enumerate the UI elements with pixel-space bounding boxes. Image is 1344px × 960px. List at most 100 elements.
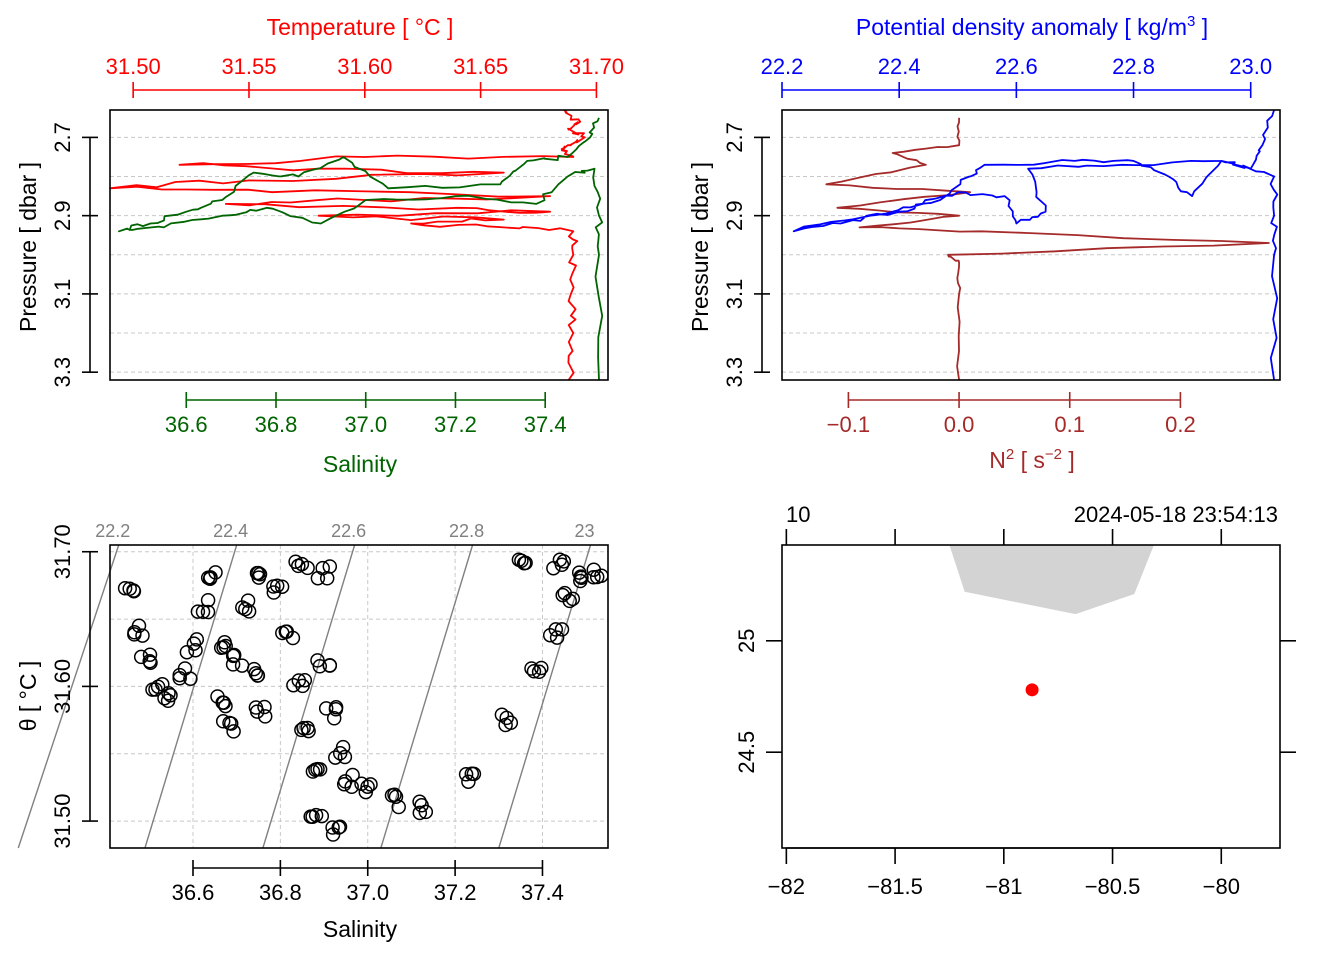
ts-point [546,560,561,576]
station-map-panel: −82 −81.5 −81 −80.5 −80 24.5 25 10 2024-05-18 … [734,502,1296,899]
temperature-axis-title: Temperature [ °C ] [267,14,454,40]
temperature-axis: 31.50 31.55 31.60 31.65 31.70 [106,54,624,98]
theta-tick-label: 31.60 [50,659,75,714]
ts-point [318,701,334,716]
ts-point [215,714,231,729]
isopycnal-label: 23 [575,521,595,541]
ts-point [331,820,346,835]
n2-axis-title-close: ] [1062,447,1075,473]
ts-point [296,720,311,736]
ts-point [534,660,549,676]
salinity-tick-label: 37.0 [346,880,389,905]
pressure-tick-label: 3.3 [50,357,75,388]
ts-point [294,722,309,738]
ts-point [266,579,281,594]
temperature-tick-label: 31.55 [221,54,276,79]
lat-tick-label: 24.5 [734,731,759,774]
isopycnal-line [262,544,356,849]
station-point [1025,683,1039,697]
ts-point [562,593,577,609]
ts-diagram-xlabel: Salinity [323,916,398,942]
ts-point [142,653,157,669]
ts-point [312,659,328,674]
density-tick-label: 23.0 [1229,54,1272,79]
ts-point [223,716,239,731]
land-shape [949,545,1154,615]
ts-point [326,711,342,726]
ts-point [257,699,272,715]
pressure-tick-label: 2.9 [722,200,747,231]
ts-point [288,554,303,569]
ts-point [226,647,242,663]
isopycnal-label: 22.4 [213,521,248,541]
density-tick-label: 22.4 [878,54,921,79]
n2-axis-title-exp: 2 [1006,446,1014,463]
ts-point [208,565,223,580]
ts-point [557,585,573,601]
pressure-tick-label: 3.3 [722,357,747,388]
lon-tick-label: −80.5 [1085,874,1141,899]
ts-point [163,688,178,703]
station-marker [1025,683,1039,697]
ts-point [248,666,264,681]
density-axis-title-prefix: Potential density anomaly [ kg/m [856,14,1187,40]
ts-point [142,647,158,662]
ts-point [554,557,570,573]
isopycnal-line [498,544,592,849]
temperature-tick-label: 31.65 [453,54,508,79]
ts-point [188,642,203,658]
salinity-tick-label: 37.2 [434,412,477,437]
ts-point [172,667,187,683]
ts-point [235,600,250,615]
isopycnal-label: 22.2 [95,521,130,541]
lon-tick-label: −80 [1203,874,1240,899]
ts-point [297,672,313,688]
ts-point [216,640,231,655]
isopycnals: 22.2 22.4 22.6 22.8 23 [17,521,595,849]
salinity-axis: 36.6 36.8 37.0 37.2 37.4 [165,392,567,437]
ts-point [279,624,295,639]
ts-point [126,583,142,599]
ts-point [133,649,149,665]
ts-point [308,807,324,823]
density-profile-frame [781,109,1281,381]
density-axis-title-suffix: ] [1195,14,1208,40]
pressure-tick-label: 2.7 [722,122,747,153]
ts-point [294,556,310,572]
pressure-tick-label: 3.1 [50,279,75,310]
ts-point [461,774,476,789]
ts-point [337,774,353,789]
salinity-axis-title: Salinity [323,451,398,477]
theta-tick-label: 31.70 [50,524,75,579]
pressure-tick-label: 2.7 [50,122,75,153]
ts-diagram-salinity-axis: 36.6 36.8 37.0 37.2 37.4 [172,860,564,905]
ts-point [503,715,519,731]
salinity-line [118,117,604,381]
ts-profile-grid [110,136,608,373]
ts-point [241,604,257,619]
ts-profile-lines [109,109,604,381]
pressure-tick-label: 3.1 [722,279,747,310]
ts-point [363,777,378,792]
n2-tick-label: 0.2 [1165,412,1196,437]
land-polygon [949,545,1154,615]
n2-axis-title-unit-exp: −2 [1045,446,1062,463]
ts-point [127,627,142,642]
density-axis: 22.2 22.4 22.6 22.8 23.0 [761,54,1272,98]
ts-point [257,709,273,724]
ts-point [161,685,176,701]
pressure-tick-label: 2.9 [50,200,75,231]
ts-profile-frame [109,109,609,381]
lon-tick-label: −81 [985,874,1022,899]
map-top-left-label: 10 [786,502,810,527]
salinity-tick-label: 37.4 [524,412,567,437]
density-profile-panel: Potential density anomaly [ kg/m3 ] 22.2… [687,13,1281,473]
ts-point [511,552,527,567]
ts-point [549,630,565,645]
ts-point [531,664,547,680]
density-profile-grid [782,136,1280,373]
n2-axis: −0.1 0.0 0.1 0.2 [827,392,1196,437]
ts-point [266,585,282,600]
ts-point [200,604,216,620]
